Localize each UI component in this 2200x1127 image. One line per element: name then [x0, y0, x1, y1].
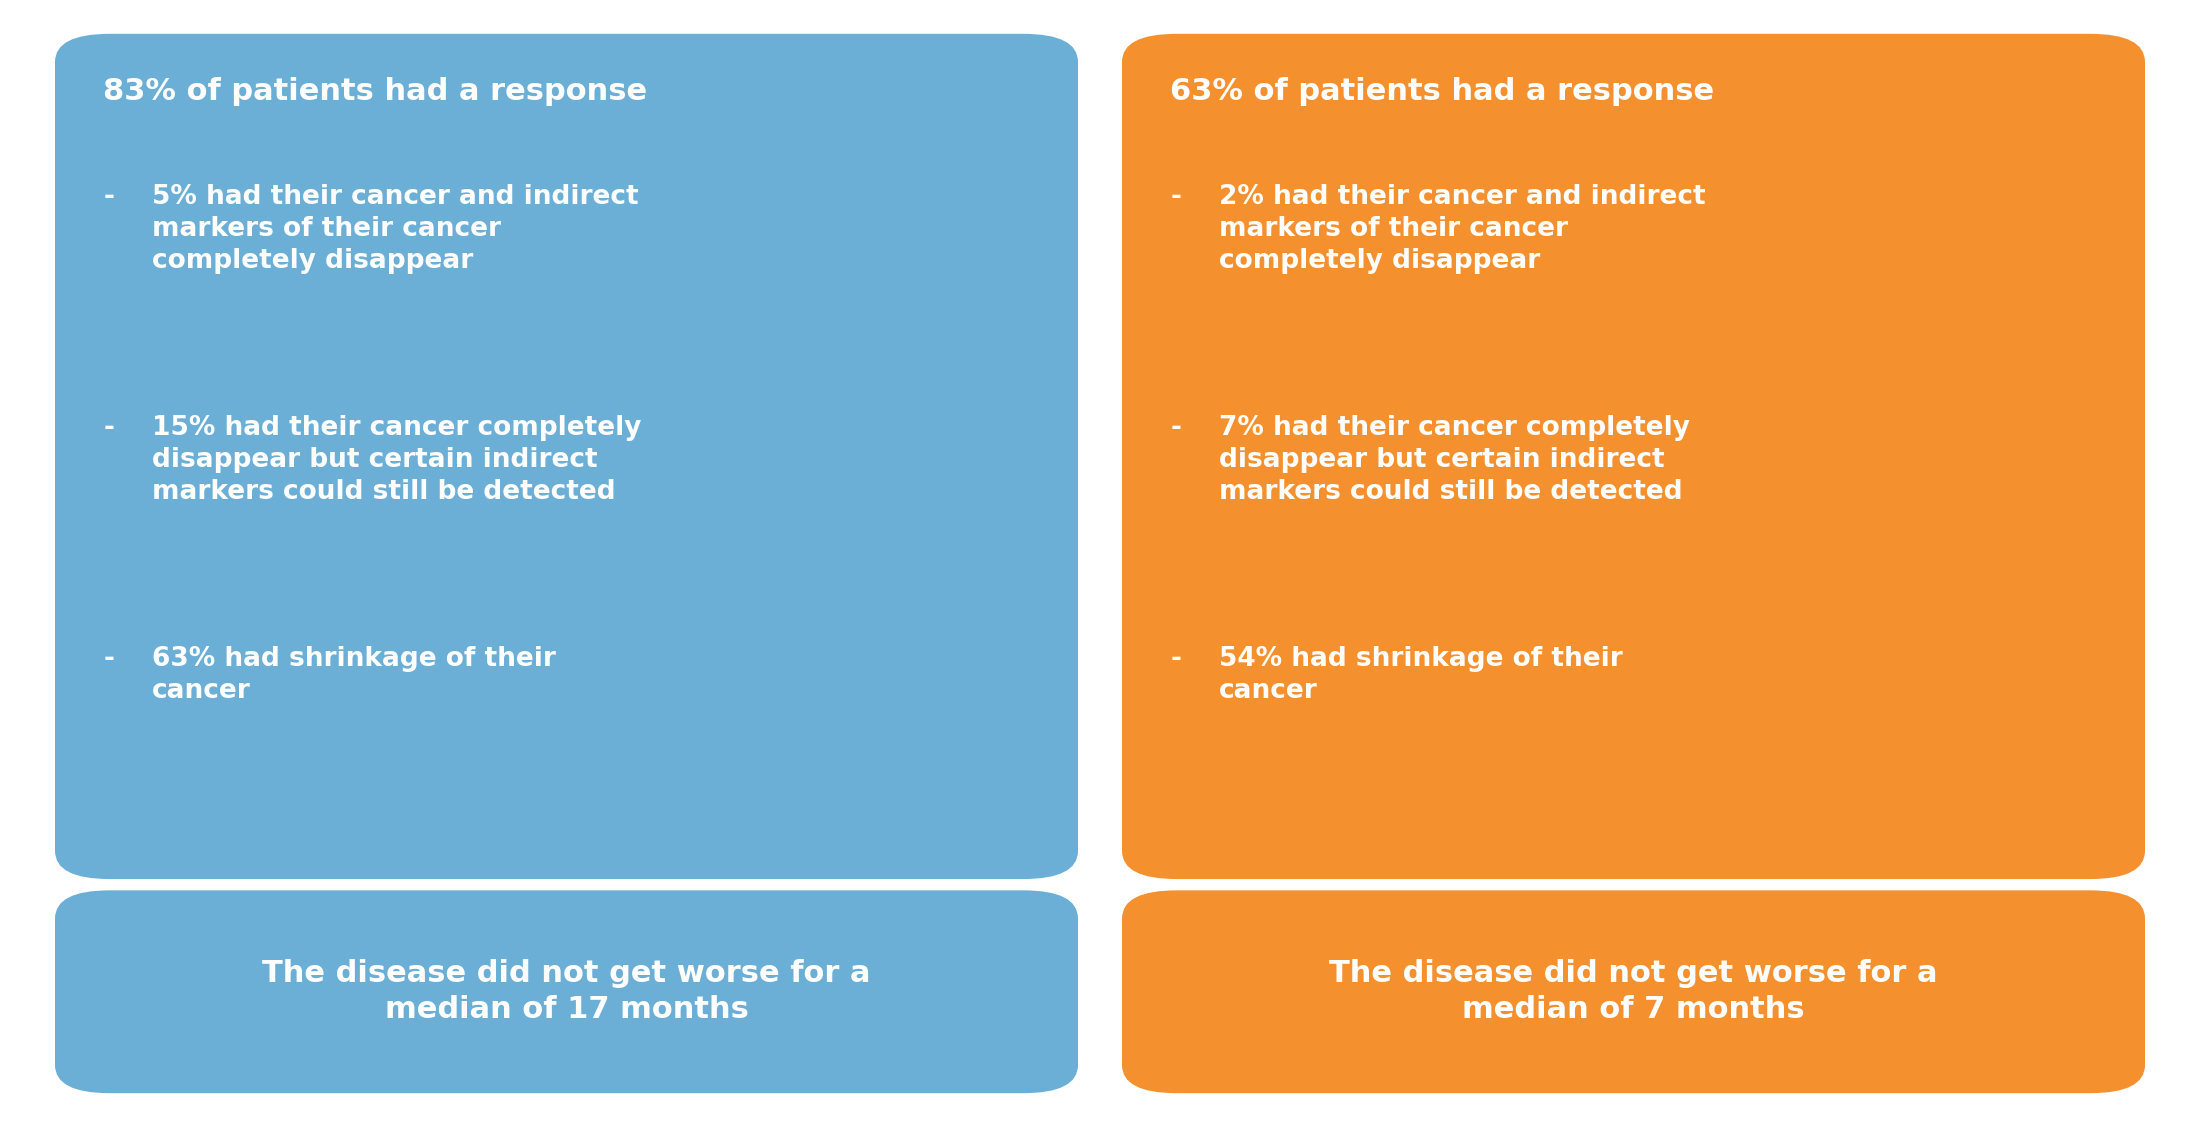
- Text: -: -: [103, 184, 114, 210]
- Text: The disease did not get worse for a
median of 17 months: The disease did not get worse for a medi…: [262, 959, 871, 1024]
- Text: 63% had shrinkage of their
cancer: 63% had shrinkage of their cancer: [152, 646, 557, 703]
- Text: -: -: [1170, 646, 1181, 672]
- Text: 83% of patients had a response: 83% of patients had a response: [103, 77, 647, 106]
- Text: -: -: [1170, 415, 1181, 441]
- Text: 7% had their cancer completely
disappear but certain indirect
markers could stil: 7% had their cancer completely disappear…: [1219, 415, 1690, 505]
- Text: -: -: [103, 415, 114, 441]
- Text: 2% had their cancer and indirect
markers of their cancer
completely disappear: 2% had their cancer and indirect markers…: [1219, 184, 1705, 274]
- Text: 15% had their cancer completely
disappear but certain indirect
markers could sti: 15% had their cancer completely disappea…: [152, 415, 642, 505]
- Text: The disease did not get worse for a
median of 7 months: The disease did not get worse for a medi…: [1329, 959, 1938, 1024]
- Text: -: -: [1170, 184, 1181, 210]
- Text: 54% had shrinkage of their
cancer: 54% had shrinkage of their cancer: [1219, 646, 1624, 703]
- FancyBboxPatch shape: [1122, 34, 2145, 879]
- Text: -: -: [103, 646, 114, 672]
- Text: 5% had their cancer and indirect
markers of their cancer
completely disappear: 5% had their cancer and indirect markers…: [152, 184, 638, 274]
- FancyBboxPatch shape: [55, 890, 1078, 1093]
- FancyBboxPatch shape: [1122, 890, 2145, 1093]
- FancyBboxPatch shape: [55, 34, 1078, 879]
- Text: 63% of patients had a response: 63% of patients had a response: [1170, 77, 1714, 106]
